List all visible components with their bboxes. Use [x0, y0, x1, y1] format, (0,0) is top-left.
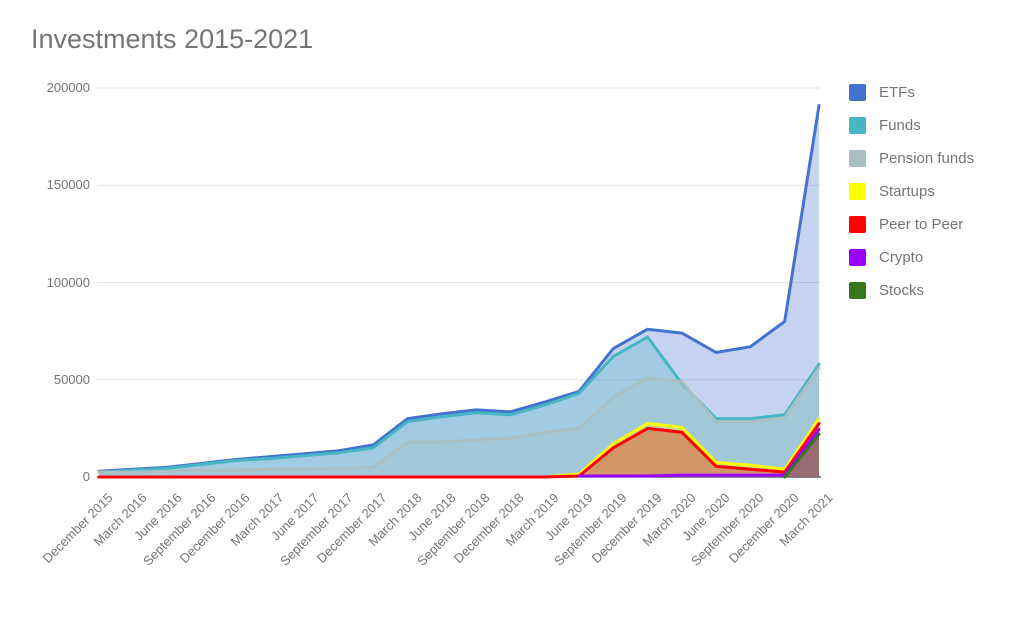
line-crypto[interactable]: [577, 427, 821, 478]
legend-item-pension-funds: Pension funds: [849, 150, 974, 167]
area-pension-funds[interactable]: [99, 368, 819, 477]
area-peer-to-peer[interactable]: [99, 423, 819, 478]
legend: ETFs Funds Pension funds Startups Peer to Pe…: [849, 84, 974, 299]
legend-label-peer-to-peer: Peer to Peer: [879, 216, 964, 233]
line-pension-funds[interactable]: [97, 366, 821, 474]
legend-swatch-etfs: [849, 84, 866, 101]
legend-label-pension-funds: Pension funds: [879, 150, 975, 167]
y-tick-label-100000: 100000: [46, 274, 90, 290]
line-peer-to-peer[interactable]: [97, 422, 821, 479]
legend-swatch-pension-funds: [849, 150, 866, 167]
legend-label-crypto: Crypto: [879, 249, 924, 266]
legend-item-etfs: ETFs: [849, 84, 974, 101]
legend-label-funds: Funds: [879, 117, 921, 134]
legend-swatch-funds: [849, 117, 866, 134]
y-tick-label-50000: 50000: [53, 371, 90, 387]
area-crypto[interactable]: [579, 429, 819, 477]
legend-item-startups: Startups: [849, 183, 974, 200]
legend-swatch-peer-to-peer: [849, 216, 866, 233]
y-tick-label-150000: 150000: [46, 177, 90, 193]
legend-label-stocks: Stocks: [879, 282, 925, 299]
line-stocks[interactable]: [783, 432, 821, 479]
legend-item-crypto: Crypto: [849, 249, 974, 266]
y-tick-label-200000: 200000: [46, 80, 90, 95]
legend-item-peer-to-peer: Peer to Peer: [849, 216, 974, 233]
legend-label-startups: Startups: [879, 183, 935, 200]
legend-swatch-stocks: [849, 282, 866, 299]
legend-label-etfs: ETFs: [879, 84, 915, 101]
legend-swatch-crypto: [849, 249, 866, 266]
legend-swatch-startups: [849, 183, 866, 200]
area-funds[interactable]: [99, 337, 819, 477]
legend-item-stocks: Stocks: [849, 282, 974, 299]
legend-item-funds: Funds: [849, 117, 974, 134]
y-tick-label-0: 0: [82, 469, 90, 484]
chart-title: Investments 2015-2021: [31, 24, 314, 54]
